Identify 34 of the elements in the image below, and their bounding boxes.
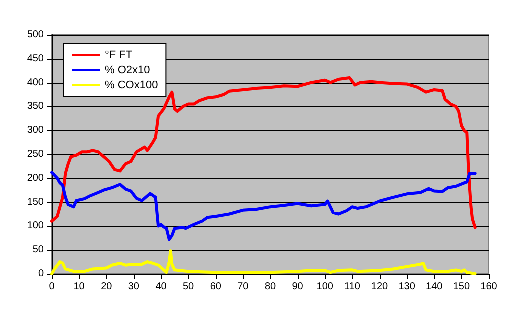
x-tick-label: 140 — [426, 282, 444, 292]
x-tick-label: 120 — [371, 282, 389, 292]
x-tick-label: 50 — [183, 282, 195, 292]
x-tick-label: 40 — [156, 282, 168, 292]
x-tick-label: 110 — [344, 282, 361, 292]
x-tick-label: 60 — [210, 282, 222, 292]
y-tick-label: 350 — [27, 101, 44, 112]
y-tick-label: 500 — [27, 30, 44, 40]
x-tick-label: 10 — [74, 282, 86, 292]
y-tick-label: 450 — [27, 53, 44, 64]
x-tick-label: 90 — [292, 282, 304, 292]
y-tick-label: 50 — [32, 244, 44, 256]
legend-label: % COx100 — [105, 80, 158, 92]
y-tick-label: 150 — [27, 196, 44, 208]
y-tick-label: 200 — [27, 172, 44, 184]
y-tick-label: 300 — [27, 125, 44, 136]
y-tick-label: 0 — [38, 268, 44, 280]
y-tick-label: 100 — [27, 220, 44, 232]
y-tick-label: 400 — [27, 77, 44, 88]
legend-label: % O2x10 — [105, 64, 150, 76]
line-series — [50, 76, 477, 230]
legend-label: °F FT — [105, 50, 133, 62]
x-tick-label: 70 — [238, 282, 250, 292]
x-tick-label: 30 — [128, 282, 140, 292]
x-tick-label: 150 — [453, 282, 470, 292]
x-tick-label: 100 — [316, 282, 334, 292]
line-series — [50, 250, 477, 276]
x-tick-label: 0 — [49, 282, 56, 292]
x-tick-label: 130 — [398, 282, 416, 292]
x-tick-label: 20 — [101, 282, 113, 292]
line-series — [50, 171, 477, 242]
x-tick-label: 160 — [480, 282, 498, 292]
x-tick-label: 80 — [264, 282, 276, 292]
y-tick-label: 250 — [27, 149, 44, 160]
